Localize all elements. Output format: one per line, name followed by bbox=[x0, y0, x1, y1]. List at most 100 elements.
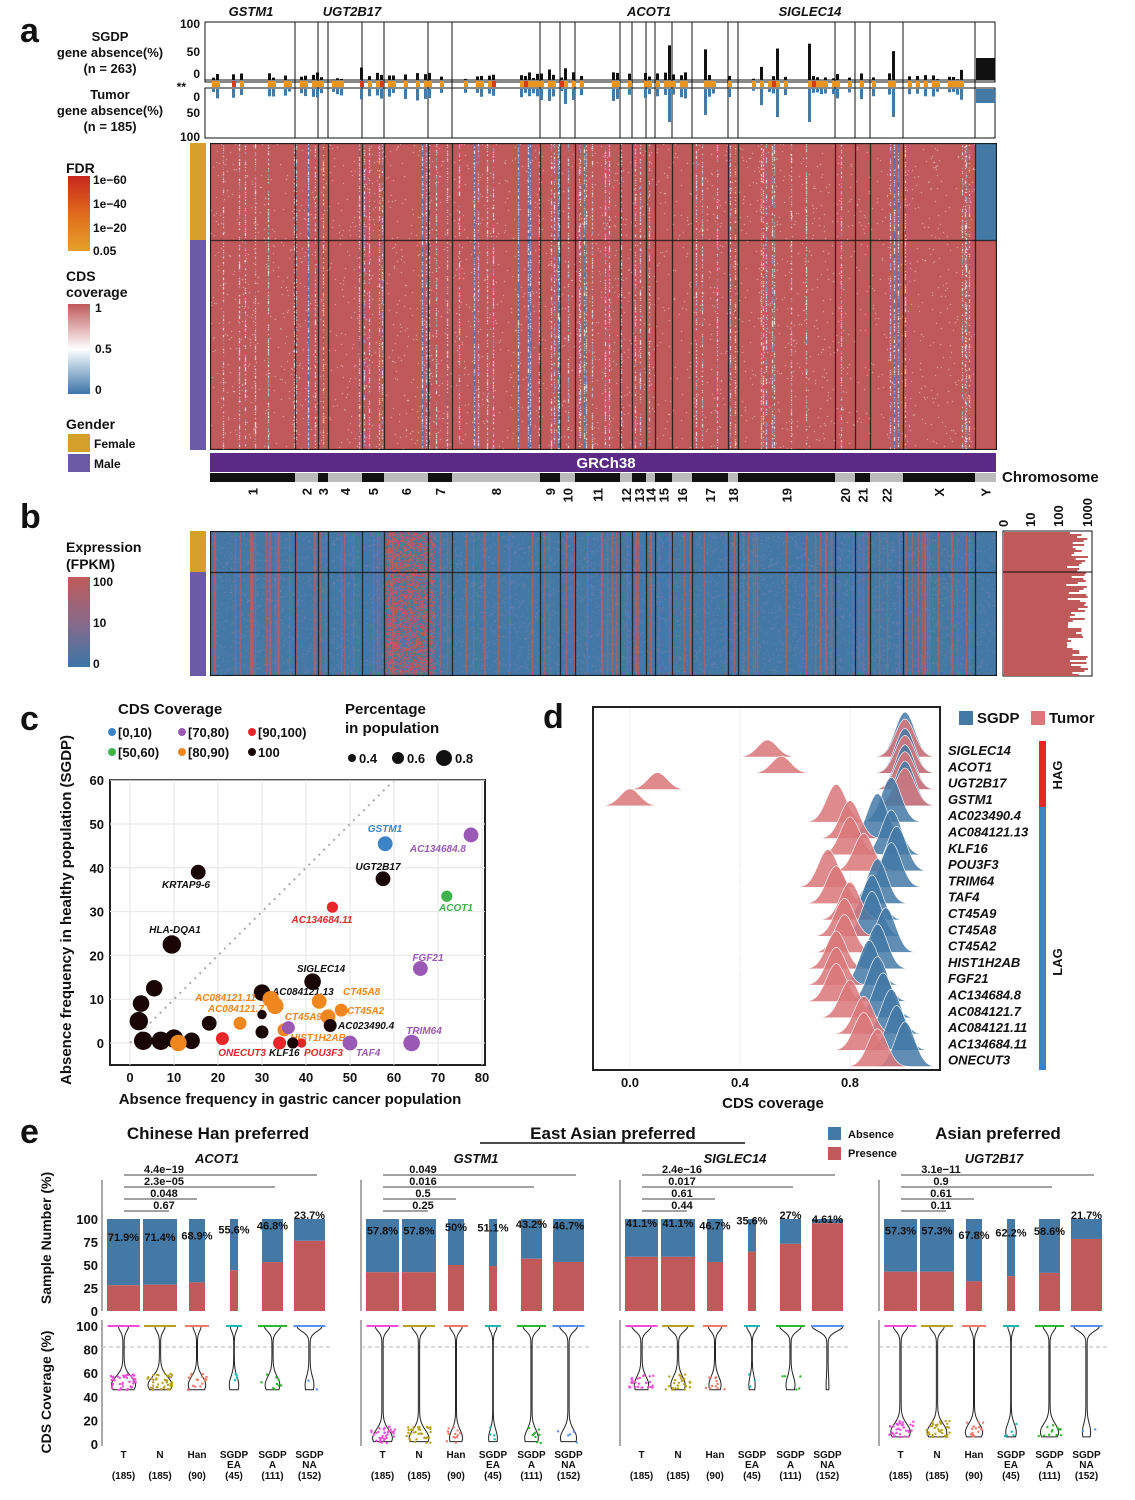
y-tick-label: 30 bbox=[90, 905, 104, 920]
chromosome-tick: 20 bbox=[838, 488, 853, 502]
category-count: (111) bbox=[779, 1471, 801, 1482]
chromosome-segment bbox=[210, 473, 295, 482]
gene-title: ACOT1 bbox=[194, 1151, 239, 1166]
point-label: KRTAP9-6 bbox=[162, 880, 210, 891]
panel-b-label: b bbox=[20, 498, 41, 536]
absence-bar bbox=[625, 1219, 658, 1257]
jitter-point bbox=[648, 1380, 652, 1384]
data-point bbox=[257, 1009, 267, 1020]
chromosome-tick: 16 bbox=[675, 488, 690, 502]
violin bbox=[228, 1325, 240, 1391]
legend-size-dot bbox=[436, 750, 452, 766]
fdr-strip-cell bbox=[580, 81, 584, 87]
category-label: SGDP bbox=[258, 1450, 287, 1461]
sgdp-bar bbox=[340, 78, 343, 80]
absence-bar bbox=[107, 1219, 140, 1286]
sgdp-bar bbox=[960, 69, 963, 80]
hist-tick: 0 bbox=[996, 520, 1011, 527]
chromosome-segment bbox=[295, 473, 318, 482]
jitter-point bbox=[235, 1376, 239, 1380]
absence-pct-label: 23.7% bbox=[294, 1210, 325, 1222]
gene-label: AC023490.4 bbox=[947, 808, 1022, 823]
jitter-point bbox=[931, 1433, 934, 1437]
chromosome-segment bbox=[646, 473, 655, 482]
histogram-bar bbox=[1004, 654, 1073, 656]
fdr-strip-cell bbox=[656, 81, 660, 87]
absence-bar bbox=[143, 1219, 177, 1285]
jitter-point bbox=[946, 1422, 949, 1426]
fdr-strip-cell bbox=[832, 81, 836, 87]
tumor-bar bbox=[416, 89, 419, 101]
histogram-bar bbox=[1004, 576, 1072, 578]
tumor-bar bbox=[872, 89, 875, 97]
sgdp-bar bbox=[232, 74, 235, 80]
gene-label-top: GSTM1 bbox=[229, 4, 274, 19]
point-label: GSTM1 bbox=[368, 824, 403, 835]
jitter-point bbox=[166, 1374, 169, 1378]
fdr-strip-cell bbox=[848, 81, 852, 87]
histogram-bar bbox=[1004, 586, 1087, 588]
jitter-point bbox=[112, 1375, 115, 1378]
jitter-point bbox=[493, 1434, 496, 1437]
sgdp-bar-y bbox=[976, 58, 995, 80]
violin bbox=[147, 1325, 173, 1391]
presence-bar bbox=[748, 1251, 756, 1311]
jitter-point bbox=[129, 1374, 133, 1378]
category-count: (152) bbox=[298, 1471, 321, 1482]
sgdp-axis-title: SGDP bbox=[92, 29, 129, 44]
histogram-bar bbox=[1004, 544, 1085, 546]
data-point bbox=[323, 1018, 337, 1032]
gene-label-top: UGT2B17 bbox=[323, 4, 382, 19]
jitter-point bbox=[674, 1387, 677, 1390]
jitter-point bbox=[163, 1372, 167, 1375]
histogram-bar bbox=[1004, 664, 1072, 666]
chromosome-segment bbox=[318, 473, 328, 482]
fdr-strip-cell bbox=[340, 81, 344, 87]
violin bbox=[926, 1325, 948, 1438]
pvalue-label: 0.11 bbox=[931, 1200, 952, 1212]
histogram-bar bbox=[1004, 574, 1085, 576]
tumor-bar-frame bbox=[204, 87, 996, 139]
expression-tick: 0 bbox=[93, 657, 100, 671]
tumor-bar bbox=[360, 89, 363, 100]
tumor-bar bbox=[288, 89, 291, 92]
jitter-point bbox=[972, 1425, 975, 1428]
presence-bar bbox=[262, 1262, 283, 1311]
sgdp-bar bbox=[872, 77, 875, 80]
tumor-tick: 100 bbox=[180, 130, 200, 144]
jitter-point bbox=[409, 1433, 412, 1436]
gene-title: UGT2B17 bbox=[965, 1151, 1024, 1166]
x-tick-label: 20 bbox=[211, 1070, 225, 1085]
fdr-strip-cell bbox=[272, 81, 276, 87]
fdr-strip-cell bbox=[824, 81, 828, 87]
chromosome-tick: 13 bbox=[632, 488, 647, 502]
jitter-point bbox=[411, 1428, 414, 1432]
chromosome-segment bbox=[672, 473, 692, 482]
legend-label: [90,100) bbox=[258, 725, 306, 740]
sgdp-bar bbox=[548, 69, 551, 80]
chromosome-tick: 7 bbox=[433, 488, 448, 495]
jitter-point bbox=[900, 1424, 904, 1427]
data-point bbox=[413, 961, 428, 976]
jitter-point bbox=[130, 1386, 133, 1389]
fdr-strip-cell bbox=[336, 81, 340, 87]
jitter-point bbox=[109, 1374, 113, 1378]
jitter-point bbox=[157, 1373, 160, 1377]
absence-bar bbox=[920, 1219, 954, 1272]
jitter-point bbox=[116, 1375, 119, 1378]
histogram-bar bbox=[1004, 634, 1082, 636]
presence-bar bbox=[366, 1272, 399, 1311]
category-count: (185) bbox=[112, 1471, 135, 1482]
cds-legend-title: coverage bbox=[66, 284, 128, 300]
absence-bar bbox=[1039, 1219, 1060, 1273]
jitter-point bbox=[667, 1384, 671, 1388]
tumor-bar bbox=[808, 89, 811, 122]
point-label: UGT2B17 bbox=[355, 862, 400, 873]
histogram-bar bbox=[1004, 630, 1082, 632]
absence-pct-label: 57.3% bbox=[921, 1225, 952, 1237]
jitter-point bbox=[489, 1426, 492, 1429]
sgdp-bar bbox=[528, 72, 531, 80]
jitter-point bbox=[912, 1420, 915, 1423]
violin bbox=[110, 1325, 137, 1391]
jitter-point bbox=[1059, 1428, 1062, 1431]
